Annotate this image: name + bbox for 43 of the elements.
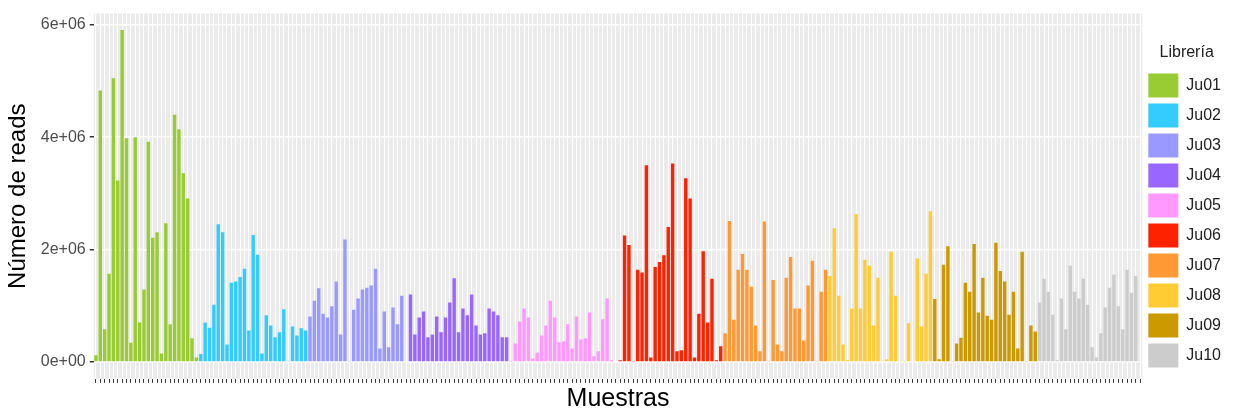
y-tick-label: 6e+06 bbox=[40, 15, 86, 33]
legend-label: Ju10 bbox=[1186, 346, 1222, 364]
bar bbox=[876, 277, 880, 362]
y-tick-label: 4e+06 bbox=[40, 127, 86, 145]
legend-label: Ju08 bbox=[1186, 286, 1222, 304]
bar bbox=[863, 259, 867, 362]
y-tick-label: 0e+00 bbox=[40, 352, 86, 370]
bar bbox=[946, 246, 950, 362]
legend-label: Ju04 bbox=[1186, 166, 1222, 184]
y-tick-label: 2e+06 bbox=[40, 239, 86, 257]
legend-label: Ju02 bbox=[1186, 106, 1222, 124]
bar bbox=[155, 232, 159, 362]
x-axis-title: Muestras bbox=[566, 382, 670, 411]
bar bbox=[461, 308, 465, 362]
bar bbox=[365, 287, 369, 362]
legend-label: Ju05 bbox=[1186, 196, 1222, 214]
bar bbox=[343, 239, 347, 362]
legend-label: Ju09 bbox=[1186, 316, 1222, 334]
bar bbox=[452, 278, 456, 362]
bar bbox=[203, 322, 207, 362]
bar bbox=[391, 307, 395, 362]
legend-label: Ju01 bbox=[1186, 76, 1222, 94]
y-axis-title: Número de reads bbox=[3, 103, 31, 289]
bar bbox=[1029, 325, 1033, 362]
bar bbox=[972, 243, 976, 362]
bar bbox=[981, 277, 985, 362]
bar bbox=[120, 29, 124, 362]
bar bbox=[487, 308, 491, 362]
bar bbox=[889, 251, 893, 362]
legend-label: Ju03 bbox=[1186, 136, 1222, 154]
bar bbox=[994, 242, 998, 362]
bar bbox=[854, 214, 858, 362]
legend-label: Ju07 bbox=[1186, 256, 1222, 274]
bar bbox=[1020, 251, 1024, 362]
bar bbox=[771, 279, 775, 362]
bar bbox=[605, 298, 609, 362]
bar bbox=[653, 266, 657, 362]
bar bbox=[710, 278, 714, 362]
bar bbox=[164, 223, 168, 362]
legend-label: Ju06 bbox=[1186, 226, 1222, 244]
bar bbox=[496, 315, 500, 362]
legend-title: Librería bbox=[1159, 42, 1214, 60]
bar bbox=[522, 308, 526, 362]
